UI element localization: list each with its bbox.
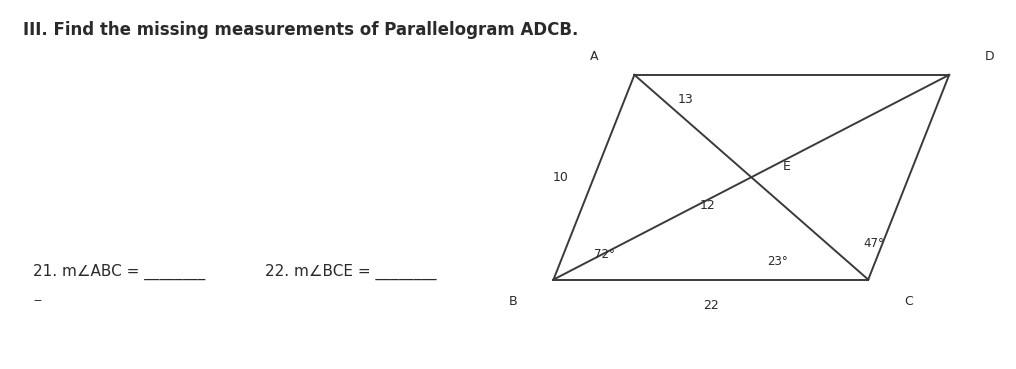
Text: 22: 22 — [703, 299, 718, 311]
Text: 10: 10 — [553, 171, 569, 184]
Text: C: C — [904, 295, 913, 308]
Text: A: A — [589, 50, 598, 63]
Text: 13: 13 — [678, 93, 693, 106]
Text: 12: 12 — [699, 199, 715, 212]
Text: 23°: 23° — [767, 255, 787, 268]
Text: 22. m∠BCE = ________: 22. m∠BCE = ________ — [265, 263, 437, 280]
Text: E: E — [782, 160, 790, 173]
Text: III. Find the missing measurements of Parallelogram ADCB.: III. Find the missing measurements of Pa… — [23, 21, 578, 39]
Text: 47°: 47° — [864, 237, 884, 250]
Text: 21. m∠ABC = ________: 21. m∠ABC = ________ — [34, 263, 205, 280]
Text: D: D — [985, 50, 995, 63]
Text: 72°: 72° — [594, 248, 615, 261]
Text: --: -- — [34, 294, 42, 307]
Text: B: B — [509, 295, 517, 308]
